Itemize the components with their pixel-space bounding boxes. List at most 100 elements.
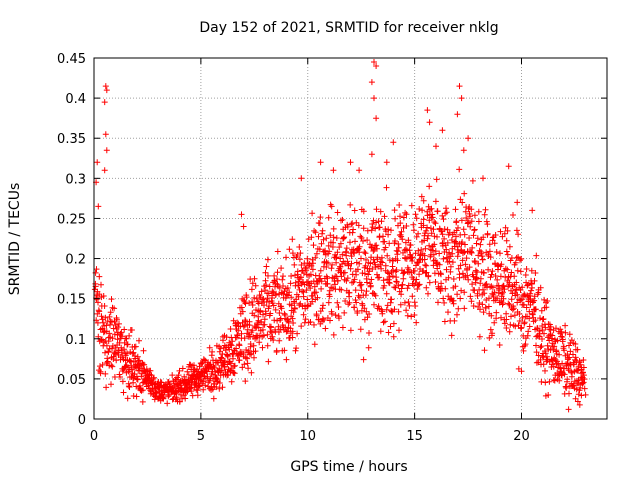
data-point bbox=[371, 95, 377, 102]
data-point bbox=[440, 216, 447, 223]
data-point bbox=[504, 227, 511, 234]
data-point bbox=[540, 361, 547, 368]
data-point bbox=[504, 251, 511, 258]
data-point bbox=[551, 343, 558, 350]
data-point bbox=[456, 83, 463, 90]
data-point bbox=[411, 267, 418, 274]
data-point bbox=[108, 362, 115, 369]
data-point bbox=[287, 280, 294, 287]
data-point bbox=[343, 252, 350, 259]
data-point bbox=[380, 233, 386, 240]
data-point bbox=[575, 391, 582, 398]
data-point bbox=[325, 214, 332, 221]
data-point bbox=[475, 260, 482, 267]
data-point bbox=[330, 167, 337, 174]
data-point bbox=[100, 319, 107, 326]
data-point bbox=[476, 300, 483, 306]
data-point bbox=[309, 298, 316, 305]
data-point bbox=[260, 296, 267, 302]
data-point bbox=[255, 317, 262, 324]
data-point bbox=[353, 299, 360, 306]
data-point bbox=[360, 356, 367, 363]
data-point bbox=[527, 295, 534, 302]
data-point bbox=[139, 398, 146, 405]
data-point bbox=[265, 358, 272, 365]
data-point bbox=[352, 287, 359, 294]
data-point bbox=[468, 206, 475, 213]
data-point bbox=[387, 323, 394, 330]
data-point bbox=[520, 301, 527, 308]
data-point bbox=[463, 255, 470, 262]
data-point bbox=[347, 159, 354, 166]
data-point bbox=[261, 321, 268, 328]
data-point bbox=[538, 343, 545, 350]
data-point bbox=[439, 127, 446, 134]
data-point bbox=[264, 342, 271, 349]
data-point bbox=[447, 268, 454, 275]
data-point bbox=[512, 259, 519, 266]
data-point bbox=[450, 300, 457, 307]
data-point bbox=[267, 310, 274, 317]
data-point bbox=[111, 374, 118, 380]
data-point bbox=[426, 119, 433, 126]
data-point bbox=[448, 332, 455, 339]
data-point bbox=[445, 309, 451, 316]
data-point bbox=[117, 374, 123, 380]
data-point bbox=[497, 250, 503, 257]
data-point bbox=[433, 259, 440, 266]
data-point bbox=[494, 295, 501, 302]
data-point bbox=[416, 271, 423, 278]
data-point bbox=[242, 300, 249, 307]
data-point bbox=[289, 334, 296, 341]
data-point bbox=[251, 294, 258, 301]
data-point bbox=[244, 326, 251, 333]
data-point bbox=[505, 300, 512, 307]
data-point bbox=[456, 271, 463, 278]
data-point bbox=[364, 237, 371, 244]
y-tick-label: 0.05 bbox=[57, 373, 86, 388]
data-point bbox=[460, 226, 467, 233]
data-point bbox=[556, 351, 563, 358]
data-point bbox=[456, 166, 463, 173]
data-point bbox=[262, 277, 269, 284]
data-point bbox=[520, 347, 527, 354]
data-point bbox=[308, 234, 315, 241]
data-point bbox=[470, 232, 477, 239]
data-point bbox=[398, 285, 405, 292]
data-point bbox=[402, 209, 409, 216]
data-point bbox=[432, 248, 439, 255]
data-point bbox=[325, 299, 332, 306]
data-point bbox=[450, 276, 457, 282]
data-point bbox=[444, 226, 451, 233]
data-point bbox=[133, 393, 140, 400]
data-point bbox=[510, 305, 517, 312]
data-point bbox=[358, 234, 365, 241]
data-point bbox=[404, 312, 411, 319]
data-point bbox=[516, 318, 523, 324]
data-point bbox=[119, 378, 126, 385]
data-point bbox=[518, 324, 525, 331]
data-point bbox=[381, 238, 388, 245]
data-point bbox=[259, 326, 266, 333]
data-point bbox=[305, 302, 311, 309]
data-point bbox=[431, 241, 438, 248]
data-point bbox=[360, 208, 367, 215]
data-point bbox=[424, 224, 431, 231]
data-point bbox=[316, 246, 323, 253]
data-point bbox=[96, 308, 103, 315]
data-point bbox=[362, 250, 369, 257]
data-point bbox=[395, 244, 402, 251]
data-point bbox=[517, 297, 524, 304]
data-point bbox=[153, 390, 160, 397]
data-point bbox=[543, 304, 550, 311]
data-point bbox=[229, 338, 236, 345]
data-point bbox=[415, 230, 422, 237]
data-point bbox=[582, 391, 589, 398]
data-point bbox=[446, 258, 453, 265]
data-point bbox=[236, 357, 243, 364]
data-point bbox=[558, 328, 565, 335]
data-point bbox=[488, 271, 495, 278]
data-point bbox=[580, 364, 587, 371]
data-point bbox=[566, 354, 573, 361]
data-point bbox=[269, 295, 276, 301]
